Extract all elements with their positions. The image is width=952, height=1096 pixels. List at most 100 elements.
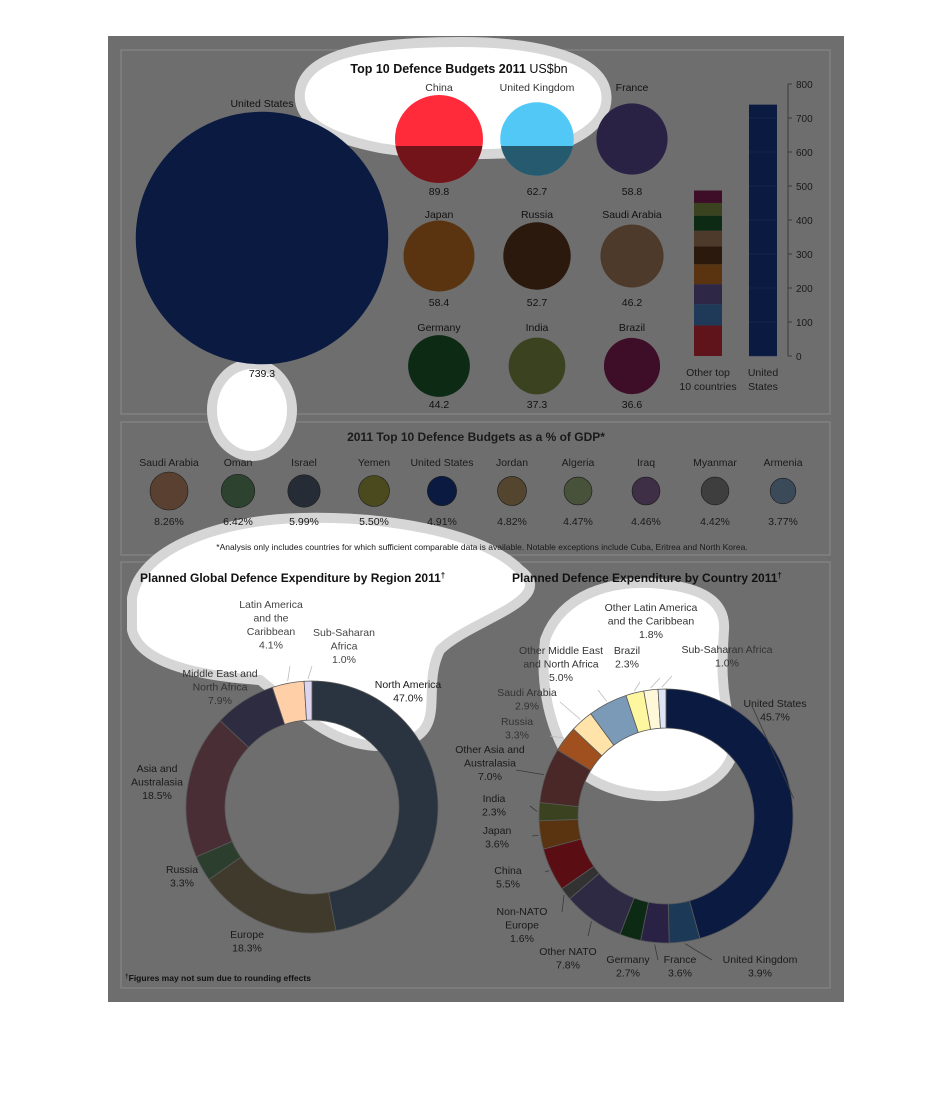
- donut-charts: Planned Global Defence Expenditure by Re…: [125, 571, 807, 984]
- country-leader-china: [544, 870, 550, 873]
- region-label-asia-and-australasia-line2: Australasia: [131, 777, 183, 789]
- region-label-middle-east-and-north-africa-line1: Middle East and: [182, 668, 257, 680]
- region-label-north-america-line2: 47.0%: [393, 693, 423, 705]
- us-bubble-value: 739.3: [249, 368, 275, 380]
- country-label-india-line2: 2.3%: [482, 807, 506, 819]
- bar-axis-label: 400: [796, 216, 813, 227]
- bar-axis-label: 100: [796, 318, 813, 329]
- country-label-saudi-arabia-line2: 2.9%: [515, 701, 539, 713]
- gdp-pct-armenia: 3.77%: [768, 516, 798, 528]
- country-leader-united-states: [751, 705, 795, 799]
- bar-label-us-line1: United: [748, 367, 779, 379]
- country-label-other-nato-line1: Other NATO: [539, 946, 596, 958]
- region-chart-title-main: Planned Global Defence Expenditure by Re…: [140, 571, 441, 585]
- gdp-bubble-israel: [287, 474, 321, 508]
- region-slice-sub-saharan-africa: [303, 680, 313, 721]
- gdp-bubble-armenia: [769, 477, 797, 505]
- gdp-name-myanmar: Myanmar: [693, 457, 737, 469]
- bubble-france: [596, 103, 668, 175]
- region-leader-sub-saharan-africa: [307, 665, 313, 680]
- region-label-sub-saharan-africa-line1: Sub-Saharan: [313, 627, 375, 639]
- bar-axis-label: 600: [796, 148, 813, 159]
- bar-axis-label: 200: [796, 284, 813, 295]
- bubble-brazil: [603, 337, 661, 395]
- bubble-value-india: 37.3: [527, 399, 548, 411]
- region-label-latin-america-and-the-caribbean-line1: Latin America: [239, 599, 303, 611]
- country-label-brazil-line1: Brazil: [614, 645, 640, 657]
- bar-other-segment-united-kingdom: [694, 304, 722, 326]
- region-label-latin-america-and-the-caribbean-line2: and the: [253, 613, 288, 625]
- country-leader-united-kingdom: [684, 943, 713, 961]
- bar-label-other-line2: 10 countries: [679, 381, 736, 393]
- gdp-name-jordan: Jordan: [496, 457, 528, 469]
- region-label-russia-line1: Russia: [166, 864, 198, 876]
- bar-axis-label: 800: [796, 80, 813, 91]
- bubble-name-japan: Japan: [425, 209, 454, 221]
- bar-axis-label: 500: [796, 182, 813, 193]
- gdp-pct-iraq: 4.46%: [631, 516, 661, 528]
- bar-other-segment-saudi-arabia: [694, 230, 722, 247]
- region-label-sub-saharan-africa-line3: 1.0%: [332, 654, 356, 666]
- country-label-saudi-arabia-line1: Saudi Arabia: [497, 687, 557, 699]
- region-label-asia-and-australasia-line3: 18.5%: [142, 790, 172, 802]
- top-budgets-chart: Top 10 Defence Budgets 2011 US$bn United …: [135, 62, 813, 411]
- country-label-non-nato-europe-line1: Non-NATO: [497, 906, 548, 918]
- bubble-value-saudi-arabia: 46.2: [622, 297, 643, 309]
- country-label-brazil-line2: 2.3%: [615, 659, 639, 671]
- bubble-name-russia: Russia: [521, 209, 553, 221]
- gdp-bubble-saudi-arabia: [149, 471, 189, 511]
- country-label-china-line1: China: [494, 865, 522, 877]
- country-label-other-latin-america-and-the-caribbean-line1: Other Latin America: [605, 602, 698, 614]
- country-label-non-nato-europe-line2: Europe: [505, 920, 539, 932]
- country-label-india-line1: India: [483, 793, 506, 805]
- gdp-pct-saudi-arabia: 8.26%: [154, 516, 184, 528]
- region-footnote-mark: †: [125, 973, 129, 980]
- country-label-non-nato-europe-line3: 1.6%: [510, 933, 534, 945]
- bubble-russia: [503, 222, 571, 290]
- country-leader-japan: [531, 834, 539, 837]
- country-leader-france: [654, 944, 659, 961]
- gdp-bubble-yemen: [358, 475, 390, 507]
- region-label-europe-line1: Europe: [230, 929, 264, 941]
- bubble-name-france: France: [616, 82, 649, 94]
- country-chart-title-mark: †: [777, 571, 781, 580]
- country-label-united-states-line2: 45.7%: [760, 712, 790, 724]
- bubble-germany: [408, 335, 470, 397]
- country-label-germany-line2: 2.7%: [616, 968, 640, 980]
- region-label-asia-and-australasia-line1: Asia and: [137, 763, 178, 775]
- gdp-chart: 2011 Top 10 Defence Budgets as a % of GD…: [139, 430, 802, 552]
- country-slice-sub-saharan-africa: [657, 688, 667, 729]
- bubble-name-saudi-arabia: Saudi Arabia: [602, 209, 662, 221]
- bubble-value-japan: 58.4: [429, 297, 450, 309]
- bubble-saudi-arabia: [600, 224, 664, 288]
- country-label-united-states-line1: United States: [743, 698, 806, 710]
- gdp-name-armenia: Armenia: [763, 457, 802, 469]
- bubble-japan: [403, 220, 475, 292]
- gdp-name-israel: Israel: [291, 457, 317, 469]
- country-label-sub-saharan-africa-line1: Sub-Saharan Africa: [681, 644, 772, 656]
- bubble-name-germany: Germany: [417, 322, 461, 334]
- gdp-pct-jordan: 4.82%: [497, 516, 527, 528]
- country-leader-other-asia-and-australasia: [515, 769, 544, 775]
- gdp-name-iraq: Iraq: [637, 457, 655, 469]
- region-footnote: †Figures may not sum due to rounding eff…: [125, 973, 311, 984]
- gdp-pct-algeria: 4.47%: [563, 516, 593, 528]
- country-label-china-line2: 5.5%: [496, 879, 520, 891]
- region-label-middle-east-and-north-africa-line2: North Africa: [193, 682, 248, 694]
- country-label-russia-line2: 3.3%: [505, 730, 529, 742]
- bar-other-segment-russia: [694, 246, 722, 265]
- panel1-title: Top 10 Defence Budgets 2011 US$bn: [350, 62, 567, 76]
- bubble-name-brazil: Brazil: [619, 322, 645, 334]
- bubble-name-india: India: [526, 322, 549, 334]
- country-label-united-kingdom-line2: 3.9%: [748, 968, 772, 980]
- country-leader-saudi-arabia: [559, 701, 581, 720]
- country-label-other-middle-east-and-north-africa-line2: and North Africa: [523, 659, 598, 671]
- country-slice-united-states: [665, 688, 794, 939]
- bubble-shade-united-kingdom: [500, 146, 574, 176]
- us-bubble: [135, 111, 389, 365]
- bar-axis-label: 0: [796, 352, 802, 363]
- country-leader-brazil: [633, 681, 641, 692]
- bubble-india: [508, 337, 566, 395]
- country-leader-other-middle-east-and-north-africa: [597, 689, 608, 702]
